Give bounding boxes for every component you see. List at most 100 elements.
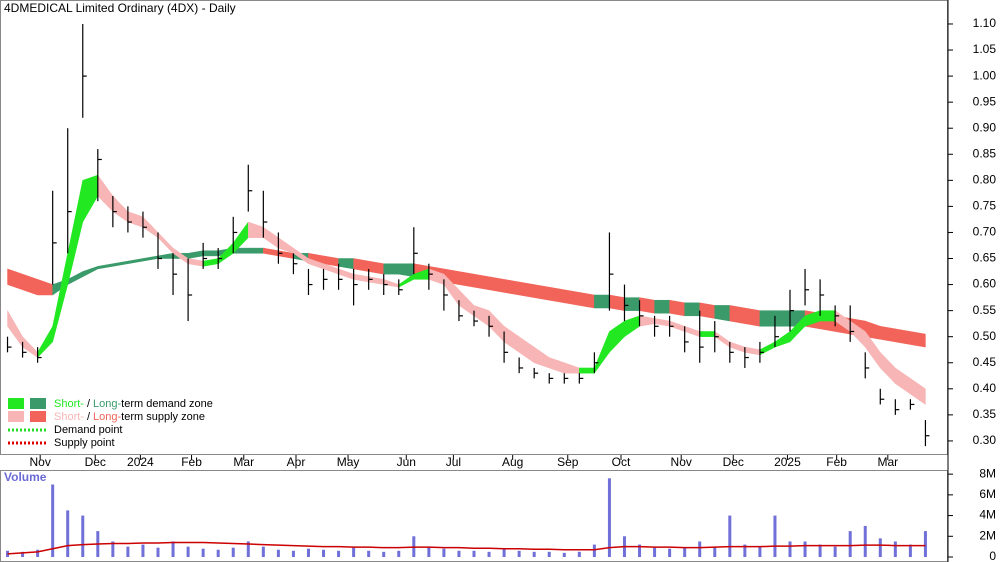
zone-band (548, 357, 565, 374)
zone-band (338, 268, 354, 280)
zone-band (895, 367, 911, 395)
zone-band (910, 377, 926, 405)
y-tick-label: 0.35 (973, 407, 997, 421)
zone-band (729, 341, 746, 353)
volume-bar (231, 547, 235, 557)
x-tick-label: Nov (30, 455, 51, 469)
zone-band (880, 325, 896, 343)
volume-bar (893, 541, 897, 557)
volume-bar (427, 546, 431, 557)
zone-band (564, 362, 580, 374)
volume-bar (683, 547, 687, 557)
x-tick-label: Nov (671, 455, 692, 469)
volume-bar (713, 546, 717, 557)
zone-band (744, 346, 761, 356)
zone-band (82, 174, 99, 223)
x-tick-label: Jun (397, 455, 416, 469)
y-tick-label: 0.80 (973, 173, 997, 187)
legend-swatch (30, 398, 46, 409)
zone-band (263, 247, 279, 257)
y-tick-label: 6M (979, 487, 996, 501)
x-tick-label: Sep (557, 455, 579, 469)
volume-bar (577, 551, 581, 557)
y-tick-label: 2M (979, 528, 996, 542)
zone-band (353, 273, 369, 283)
zone-band (383, 263, 400, 275)
legend-supply-point: Supply point (54, 437, 115, 449)
zone-band (338, 258, 354, 270)
y-tick-label: 0.85 (973, 146, 997, 160)
zone-band (7, 309, 23, 348)
volume-bar (156, 547, 160, 557)
volume-bar (818, 544, 822, 557)
x-tick-label: Dec (723, 455, 744, 469)
zone-band (594, 294, 610, 309)
zone-band (624, 315, 640, 338)
zone-band (503, 279, 520, 296)
y-tick-label: 0 (989, 549, 996, 562)
zone-band (157, 253, 174, 259)
zone-band (473, 305, 490, 327)
zone-band (624, 297, 640, 311)
x-tick-label: Feb (181, 455, 202, 469)
zone-band (774, 310, 791, 327)
volume-bar (51, 484, 55, 557)
volume-bar (547, 551, 551, 557)
zone-band (759, 310, 776, 327)
legend-part: term demand zone (121, 398, 213, 410)
x-tick-label: Mar (233, 455, 254, 469)
legend: Short- / Long-term demand zone Short- / Long… (54, 398, 213, 449)
volume-bar (487, 551, 491, 557)
zone-band (594, 331, 610, 374)
zone-band (398, 273, 415, 288)
zone-band (187, 258, 204, 267)
volume-bar (773, 515, 777, 557)
legend-swatch (8, 411, 24, 422)
x-tick-label: Apr (287, 455, 306, 469)
zone-band (699, 331, 716, 337)
x-tick-label: May (337, 455, 360, 469)
zone-band (564, 289, 580, 306)
y-tick-label: 0.70 (973, 225, 997, 239)
volume-bar (352, 547, 356, 557)
legend-part: Short- (54, 411, 84, 423)
y-tick-label: 1.05 (973, 42, 997, 56)
legend-part: / (87, 411, 91, 423)
y-tick-label: 0.40 (973, 381, 997, 395)
volume-bar (908, 544, 912, 557)
zone-band (714, 305, 731, 322)
zone-band (609, 294, 625, 311)
y-tick-label: 0.50 (973, 329, 997, 343)
zone-band (67, 180, 84, 285)
chart-title: 4DMEDICAL Limited Ordinary (4DX) - Daily (4, 1, 236, 15)
zone-band (248, 247, 264, 254)
volume-bar (216, 549, 220, 557)
volume-bar (186, 546, 190, 557)
y-tick-label: 0.90 (973, 120, 997, 134)
volume-bar (382, 551, 386, 557)
zone-band (729, 305, 746, 324)
volume-bar (171, 541, 175, 557)
volume-bar (457, 550, 461, 557)
x-tick-label: Dec (85, 455, 106, 469)
zone-band (744, 307, 761, 327)
volume-bar (442, 548, 446, 557)
legend-swatch (8, 398, 24, 409)
volume-label: Volume (4, 470, 47, 484)
zone-band (37, 325, 53, 359)
zone-band (112, 260, 129, 267)
y-tick-label: 4M (979, 508, 996, 522)
zone-band (639, 315, 655, 327)
volume-bar (592, 544, 596, 557)
zone-band (97, 174, 114, 213)
zone-band (579, 292, 595, 309)
zone-band (187, 250, 204, 259)
zone-band (97, 263, 114, 270)
volume-bar (638, 544, 642, 557)
x-tick-label: Feb (826, 455, 847, 469)
x-tick-label: Aug (502, 455, 523, 469)
legend-part: term supply zone (121, 411, 205, 423)
volume-bar (848, 531, 852, 557)
legend-part: / (87, 398, 91, 410)
volume-bar (698, 541, 702, 557)
